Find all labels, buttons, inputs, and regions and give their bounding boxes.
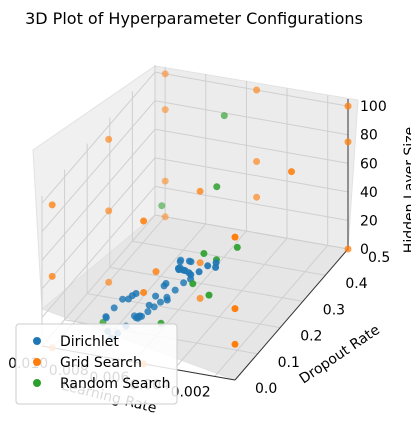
grid-line <box>41 186 156 318</box>
data-point-grid-search <box>140 217 148 225</box>
legend-label-grid-search: Grid Search <box>60 355 142 371</box>
data-point-dirichlet <box>110 304 118 312</box>
data-point-grid-search <box>344 102 352 110</box>
data-point-dirichlet <box>102 313 110 321</box>
data-point-grid-search <box>152 268 160 276</box>
data-point-grid-search <box>196 259 204 267</box>
grid-line <box>154 128 349 164</box>
data-point-random-search <box>213 183 221 191</box>
data-point-dirichlet <box>152 292 160 300</box>
chart-title: 3D Plot of Hyperparameter Configurations <box>25 9 363 28</box>
data-point-dirichlet <box>187 271 195 279</box>
z-tick-label: 60 <box>360 156 378 172</box>
data-point-dirichlet <box>119 295 127 303</box>
data-point-dirichlet <box>135 313 143 320</box>
data-point-random-search <box>233 243 241 251</box>
data-point-grid-search <box>105 207 113 215</box>
y-tick-label: 0.2 <box>300 329 322 345</box>
data-point-random-search <box>200 250 208 257</box>
legend-box <box>15 323 178 405</box>
legend-label-random-search: Random Search <box>60 376 171 392</box>
data-point-dirichlet <box>144 308 152 316</box>
data-point-dirichlet <box>176 258 184 266</box>
data-point-dirichlet <box>171 286 179 294</box>
data-point-grid-search <box>140 289 148 296</box>
data-point-random-search <box>158 202 166 210</box>
grid-line <box>109 266 303 302</box>
data-point-grid-search <box>105 135 113 143</box>
y-axis-line <box>234 248 349 381</box>
data-point-dirichlet <box>204 262 212 270</box>
data-point-grid-search <box>161 70 169 78</box>
grid-line <box>154 157 349 193</box>
data-point-grid-search <box>344 138 352 146</box>
grid-line <box>154 100 349 136</box>
data-point-grid-search <box>196 187 204 195</box>
y-tick-label: 0.3 <box>323 302 345 318</box>
data-point-dirichlet <box>187 258 195 266</box>
data-point-grid-search <box>48 272 56 280</box>
data-point-grid-search <box>231 233 239 241</box>
grid-line <box>41 128 156 261</box>
data-point-grid-search <box>253 86 261 94</box>
z-tick-label: 80 <box>360 128 378 144</box>
data-point-grid-search <box>161 177 169 185</box>
data-point-grid-search <box>161 213 169 221</box>
grid-line <box>154 214 349 250</box>
grid-line <box>41 157 156 290</box>
data-point-dirichlet <box>132 290 140 297</box>
data-point-random-search <box>220 112 228 120</box>
data-point-grid-search <box>344 245 352 253</box>
data-point-dirichlet <box>163 296 171 304</box>
z-axis-label: Hidden Layer Size <box>402 127 411 253</box>
data-point-dirichlet <box>180 279 188 287</box>
data-point-grid-search <box>288 168 295 176</box>
grid-line <box>132 240 326 276</box>
grid-line <box>154 185 349 221</box>
legend-marker-grid-search <box>33 358 41 366</box>
grid-line <box>173 237 288 370</box>
data-point-grid-search <box>253 158 261 165</box>
z-tick-label: 40 <box>360 185 378 201</box>
data-points <box>48 70 352 368</box>
data-point-grid-search <box>48 201 56 209</box>
data-point-grid-search <box>231 340 239 348</box>
x-tick-label: 0.002 <box>171 384 211 400</box>
z-tick-label: 20 <box>360 213 378 229</box>
data-point-grid-search <box>196 294 204 302</box>
data-point-dirichlet <box>157 298 164 306</box>
data-point-dirichlet <box>212 263 220 271</box>
legend-marker-random-search <box>33 379 41 387</box>
data-point-random-search <box>189 280 197 288</box>
data-point-random-search <box>205 291 213 299</box>
grid-line <box>154 71 349 107</box>
data-point-dirichlet <box>195 268 203 276</box>
y-tick-label: 0.1 <box>278 355 300 371</box>
data-point-grid-search <box>105 278 113 286</box>
grid-line <box>41 100 156 233</box>
y-tick-label: 0.5 <box>368 250 390 266</box>
data-point-dirichlet <box>145 301 153 309</box>
grid-line <box>214 245 329 377</box>
data-point-grid-search <box>231 305 239 313</box>
z-tick-label: 0 <box>360 242 369 258</box>
data-point-grid-search <box>253 193 261 201</box>
data-point-dirichlet <box>162 280 170 287</box>
z-tick-label: 100 <box>360 99 387 115</box>
legend-label-dirichlet: Dirichlet <box>60 334 119 350</box>
data-point-grid-search <box>161 106 169 114</box>
legend: Dirichlet Grid Search Random Search <box>15 323 178 405</box>
legend-marker-dirichlet <box>33 337 41 345</box>
grid-line <box>41 71 156 204</box>
y-tick-label: 0.0 <box>255 381 277 397</box>
y-tick-label: 0.4 <box>345 276 367 292</box>
